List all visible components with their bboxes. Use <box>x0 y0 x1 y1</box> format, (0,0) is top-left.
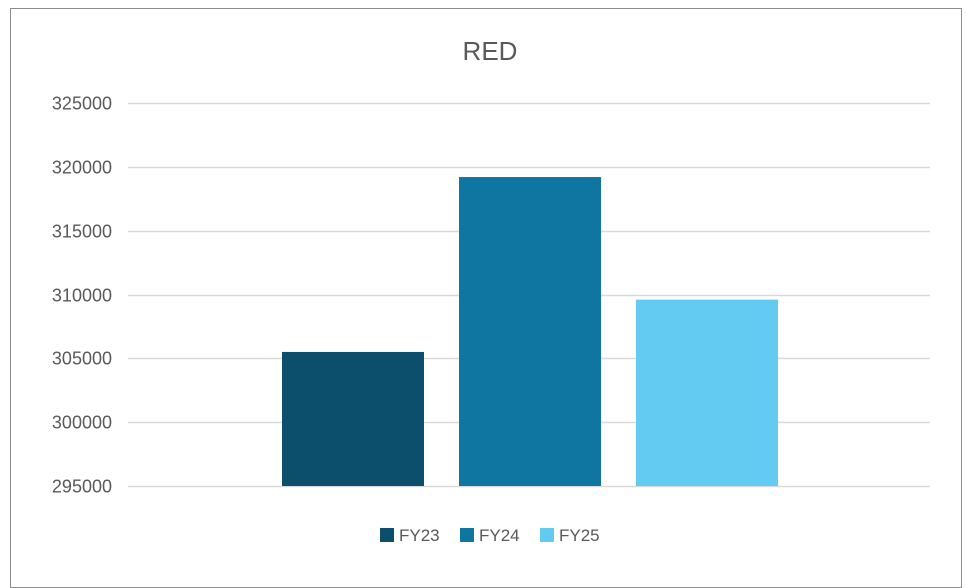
chart-title: RED <box>463 36 518 66</box>
legend-swatch-fy24 <box>460 528 474 542</box>
y-tick-label: 325000 <box>52 94 112 114</box>
y-tick-label: 315000 <box>52 222 112 242</box>
y-tick-label: 295000 <box>52 477 112 497</box>
bar-fy25 <box>636 299 778 486</box>
bar-fy23 <box>282 351 424 486</box>
legend-swatch-fy23 <box>380 528 394 542</box>
y-tick-label: 320000 <box>52 158 112 178</box>
legend-label-fy25: FY25 <box>559 526 600 545</box>
y-tick-label: 300000 <box>52 413 112 433</box>
y-axis-ticks: 295000 300000 305000 310000 315000 320000 3250… <box>52 94 112 497</box>
legend-label-fy24: FY24 <box>479 526 520 545</box>
legend-label-fy23: FY23 <box>399 526 440 545</box>
bars <box>282 177 778 486</box>
legend-swatch-fy25 <box>540 528 554 542</box>
y-tick-label: 310000 <box>52 286 112 306</box>
legend: FY23 FY24 FY25 <box>380 526 600 545</box>
y-tick-label: 305000 <box>52 349 112 369</box>
bar-chart: RED 295000 300000 305000 310000 315000 320000… <box>52 36 930 545</box>
bar-fy24 <box>459 177 601 486</box>
